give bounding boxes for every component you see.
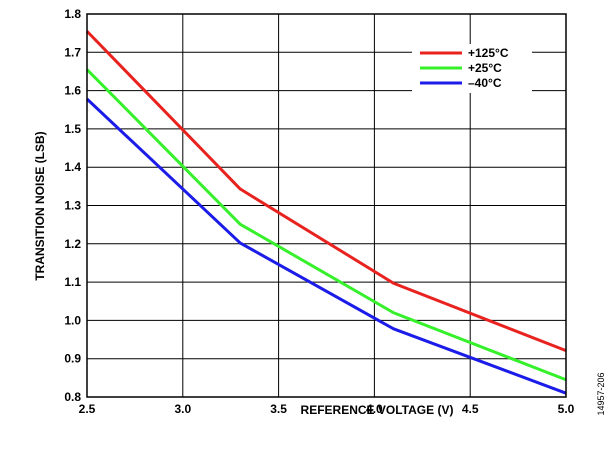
legend-label: +125°C xyxy=(468,46,509,60)
x-tick-label: 5.0 xyxy=(558,402,575,416)
x-tick-label: 3.5 xyxy=(270,402,287,416)
series-line-0 xyxy=(85,30,567,353)
y-tick-label: 1.6 xyxy=(64,84,81,98)
y-tick-label: 1.0 xyxy=(64,313,81,327)
x-tick-label: 3.0 xyxy=(174,402,191,416)
y-tick-label: 1.4 xyxy=(64,160,81,174)
legend: +125°C+25°C–40°C xyxy=(412,44,532,93)
y-axis-title: TRANSITION NOISE (LSB) xyxy=(33,131,47,280)
legend-label: +25°C xyxy=(468,61,502,75)
y-tick-label: 1.8 xyxy=(64,7,81,21)
y-tick-label: 1.7 xyxy=(64,45,81,59)
x-tick-labels: 2.5 3.0 3.5 4.0 4.5 5.0 xyxy=(79,402,575,416)
x-tick-label: 4.5 xyxy=(462,402,479,416)
series-lines xyxy=(85,30,567,395)
y-tick-label: 1.5 xyxy=(64,122,81,136)
x-tick-label: 2.5 xyxy=(79,402,96,416)
plot-frame xyxy=(86,13,567,398)
y-tick-label: 0.8 xyxy=(64,390,81,404)
y-tick-label: 1.1 xyxy=(64,275,81,289)
y-tick-label: 0.9 xyxy=(64,352,81,366)
y-tick-label: 1.3 xyxy=(64,199,81,213)
legend-label: –40°C xyxy=(468,76,502,90)
x-tick-label: 4.0 xyxy=(366,402,383,416)
x-axis-title: REFERENCE VOLTAGE (V) xyxy=(301,403,454,417)
y-tick-labels: 0.8 0.9 1.0 1.1 1.2 1.3 1.4 1.5 1.6 1.7 1.8 xyxy=(64,7,81,404)
y-tick-label: 1.2 xyxy=(64,237,81,251)
series-line-2 xyxy=(85,97,567,395)
series-line-1 xyxy=(85,68,567,382)
figure-id: 14957-206 xyxy=(596,372,606,415)
